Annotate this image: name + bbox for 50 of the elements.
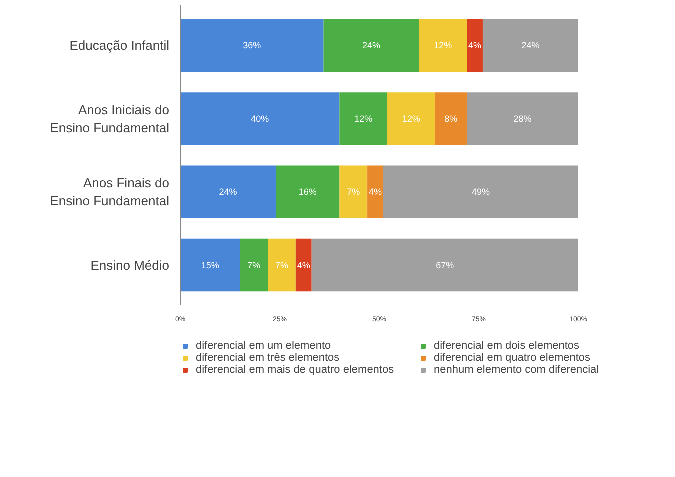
data-label: 4%: [468, 40, 482, 51]
data-label: 24%: [219, 187, 238, 198]
data-label: 24%: [522, 40, 540, 51]
data-label: 24%: [362, 40, 381, 51]
bar: [268, 238, 296, 292]
legend-label: diferencial em um elemento: [196, 340, 332, 352]
bar: [467, 19, 483, 72]
bar: [435, 92, 468, 146]
y-tick-label: Ensino Médio: [90, 258, 170, 273]
y-tick-label: Educação Infantil: [70, 38, 170, 54]
data-label: 4%: [297, 260, 310, 270]
bar: [180, 92, 340, 146]
data-label: 49%: [472, 187, 490, 198]
data-label: 12%: [402, 114, 420, 124]
bar: [482, 19, 578, 72]
data-label: 7%: [275, 260, 288, 270]
data-label: 4%: [369, 187, 382, 198]
bar: [180, 19, 324, 72]
bar: [340, 166, 368, 218]
bar: [180, 238, 240, 292]
legend-label: diferencial em três elementos: [196, 352, 341, 364]
bar: [467, 92, 578, 146]
data-label: 40%: [251, 114, 270, 124]
y-tick-label: Anos Finais do Ensino Fundamental: [50, 176, 170, 209]
data-label: 8%: [444, 114, 458, 124]
data-label: 28%: [514, 114, 532, 124]
data-label: 15%: [201, 260, 220, 270]
y-tick-label: Anos Iniciais do Ensino Fundamental: [50, 102, 170, 136]
bar: [340, 92, 388, 146]
data-label: 12%: [434, 40, 452, 51]
legend-label: diferencial em quatro elementos: [434, 352, 592, 364]
bar: [180, 166, 276, 218]
data-label: 67%: [436, 260, 454, 270]
legend-label: diferencial em dois elementos: [434, 340, 581, 352]
bar: [368, 166, 384, 218]
legend-label: diferencial em mais de quatro elementos: [196, 364, 396, 376]
bar: [296, 238, 312, 292]
data-label: 16%: [298, 187, 317, 198]
data-label: 12%: [354, 114, 373, 124]
bar: [387, 92, 436, 146]
bar: [276, 166, 340, 218]
bar: [383, 166, 578, 218]
bar: [324, 19, 420, 72]
data-label: 7%: [347, 187, 360, 198]
bar: [419, 19, 468, 72]
data-label: 7%: [248, 260, 261, 270]
bar: [240, 238, 268, 292]
bar: [312, 238, 578, 292]
data-label: 36%: [243, 40, 262, 51]
legend-label: nenhum elemento com diferencial: [434, 364, 600, 376]
